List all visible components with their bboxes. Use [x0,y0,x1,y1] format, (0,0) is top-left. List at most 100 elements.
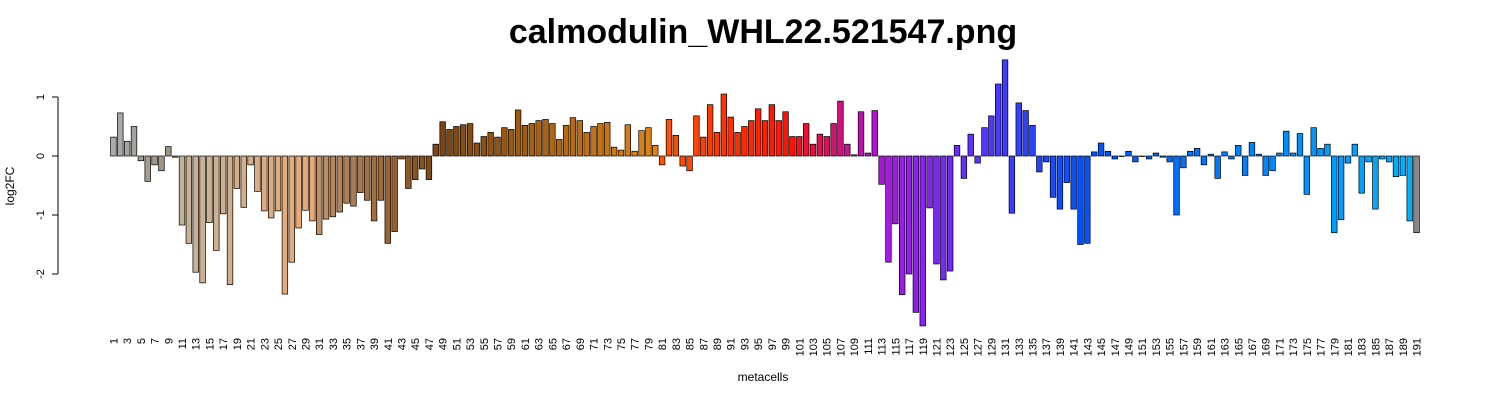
x-tick-label: 175 [1302,338,1314,356]
x-tick-label: 77 [630,338,642,350]
bar-117 [905,155,913,275]
x-tick-label: 141 [1069,338,1081,356]
bar-147 [1111,155,1118,160]
bar-58 [501,127,508,157]
x-tick-label: 127 [973,338,985,356]
bar-111 [864,152,872,157]
x-tick-label: 191 [1412,338,1424,356]
y-axis: -2 -1 0 1 [35,94,59,279]
x-tick-label: 61 [520,338,532,350]
x-tick-label: 149 [1124,338,1136,356]
x-tick-label: 177 [1316,338,1328,356]
bar-190 [1406,155,1413,222]
bar-160 [1200,155,1208,166]
bar-59 [508,129,515,157]
bar-3 [123,140,131,157]
bar-168 [1255,153,1262,157]
x-tick-labels: 1 3 5 7 9 11 13 15 17 19 21 23 25 27 29 31 33 35 37 39 41 43 4… [108,338,1423,356]
bar-106 [830,123,837,157]
bar-141 [1070,155,1077,210]
bar-137 [1043,155,1050,163]
bar-140 [1063,155,1070,183]
bar-126 [967,133,974,157]
y-tick-label: 0 [35,153,47,159]
bar-158 [1187,150,1194,157]
bar-36 [350,155,357,207]
x-tick-label: 189 [1398,338,1410,356]
bar-45 [412,155,419,180]
bar-31 [316,155,323,235]
bar-89 [713,132,721,157]
x-tick-label: 5 [136,338,148,344]
bar-104 [816,133,824,157]
bar-30 [309,155,316,222]
bar-172 [1283,130,1290,157]
bar-156 [1173,155,1180,216]
bar-136 [1036,155,1043,173]
x-tick-label: 81 [657,338,669,350]
bar-165 [1235,145,1242,157]
bar-98 [775,120,782,157]
x-tick-label: 7 [150,338,162,344]
x-tick-label: 87 [698,338,710,350]
x-tick-label: 187 [1384,338,1396,356]
bar-21 [247,155,254,166]
bar-176 [1310,127,1317,157]
bar-181 [1344,155,1352,164]
bar-153 [1152,152,1160,157]
x-tick-label: 119 [918,338,930,356]
x-tick-label: 63 [534,338,546,350]
bar-166 [1241,155,1249,176]
x-tick-label: 155 [1165,338,1177,356]
bar-76 [624,124,631,157]
bar-39 [370,155,378,222]
x-tick-label: 13 [191,338,203,350]
bar-138 [1049,155,1057,198]
bar-82 [665,119,673,157]
bar-2 [117,112,124,157]
bar-118 [912,155,920,313]
bar-143 [1084,155,1091,244]
bar-123 [947,155,954,272]
bar-25 [274,155,282,212]
x-tick-label: 43 [396,338,408,350]
x-tick-label: 121 [931,338,943,356]
bar-146 [1104,150,1112,157]
y-tick-label: -2 [35,269,47,279]
x-tick-label: 139 [1055,338,1067,356]
x-tick-label: 67 [561,338,573,350]
bar-4 [130,126,138,157]
x-tick-label: 109 [849,338,861,356]
bar-9 [165,146,172,157]
bar-179 [1331,155,1338,234]
bar-61 [521,124,529,157]
bar-115 [892,155,899,225]
x-tick-label: 169 [1261,338,1273,356]
bar-68 [569,117,577,157]
bar-112 [871,110,878,157]
bar-94 [748,120,755,157]
bar-83 [672,135,680,157]
bar-159 [1193,147,1201,157]
x-tick-label: 91 [726,338,738,350]
bar-145 [1097,142,1105,157]
bar-67 [562,124,570,157]
bar-186 [1379,155,1386,160]
x-tick-label: 129 [986,338,998,356]
bar-87 [700,136,707,157]
x-tick-label: 107 [835,338,847,356]
bar-170 [1269,155,1276,172]
bar-63 [535,120,542,157]
x-tick-label: 89 [712,338,724,350]
x-tick-label: 21 [246,338,258,350]
bar-167 [1248,142,1256,157]
bar-148 [1118,155,1125,157]
x-tick-label: 173 [1288,338,1300,356]
bar-75 [617,149,625,157]
x-tick-label: 3 [122,338,134,344]
bar-22 [254,155,261,192]
x-tick-label: 45 [410,338,422,350]
x-tick-label: 123 [945,338,957,356]
bar-150 [1132,155,1139,163]
x-tick-label: 49 [438,338,450,350]
